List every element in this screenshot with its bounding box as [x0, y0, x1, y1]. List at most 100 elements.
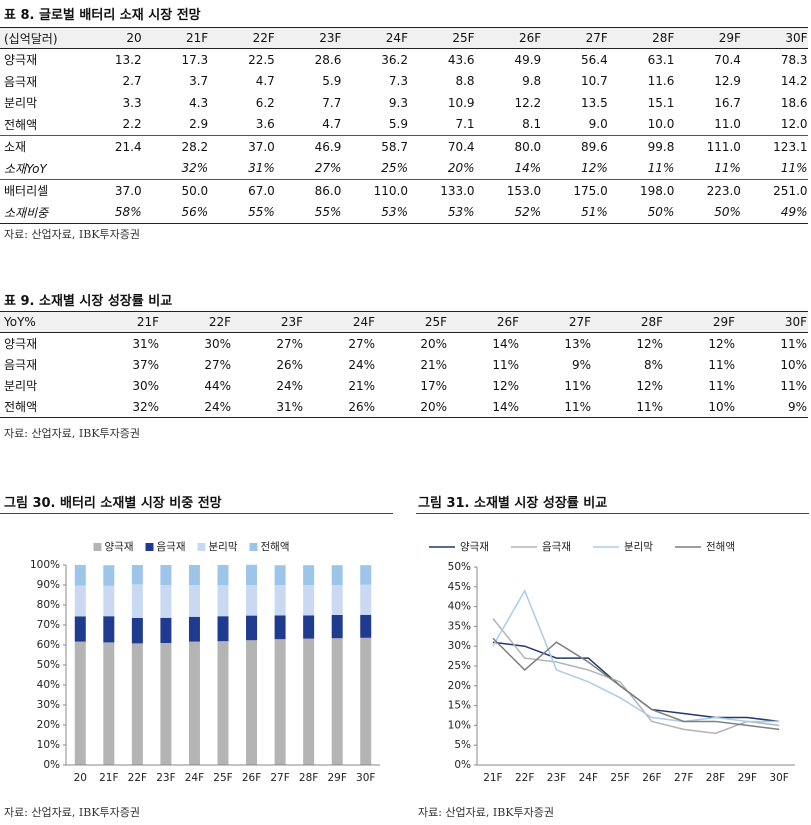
cell: 17.3: [181, 52, 209, 67]
cell: 12%: [636, 336, 663, 351]
cell: 28.2: [181, 139, 209, 154]
cell: 110.0: [373, 183, 408, 198]
header-cell: 20: [126, 31, 142, 45]
bar-segment: [74, 641, 86, 765]
x-tick-label: 29F: [327, 772, 346, 784]
cell: 12%: [581, 161, 608, 176]
x-tick-label: 30F: [769, 772, 788, 784]
y-tick-label: 40%: [448, 601, 471, 613]
y-tick-label: 20%: [37, 719, 60, 731]
cell: 14%: [492, 399, 519, 414]
x-tick-label: 21F: [483, 772, 502, 784]
cell: 37.0: [114, 183, 142, 198]
chart-title: 그림 31. 소재별 시장 성장률 비교: [418, 496, 608, 511]
cell: 3.6: [255, 117, 275, 132]
bar-segment: [160, 585, 172, 618]
x-tick-label: 28F: [299, 772, 318, 784]
cell: 50%: [647, 205, 675, 220]
bar-segment: [274, 565, 286, 586]
table-row: 전해액 32% 24% 31% 26% 20% 14% 11% 11% 10% 9%: [0, 396, 808, 417]
cell: 9%: [787, 399, 807, 414]
cell: 133.0: [440, 183, 475, 198]
cell: 223.0: [706, 183, 741, 198]
cell: 14%: [514, 161, 542, 176]
x-tick-label: 22F: [515, 772, 534, 784]
x-tick-label: 28F: [706, 772, 725, 784]
cell: 18.6: [780, 95, 808, 110]
cell: 56.4: [581, 52, 608, 67]
bar-segment: [160, 643, 172, 765]
bar-segment: [160, 565, 172, 585]
row-label: 분리막: [4, 379, 38, 393]
bar-segment: [188, 616, 200, 642]
legend-label: 음극재: [542, 541, 571, 553]
x-tick-label: 26F: [642, 772, 661, 784]
cell: 27%: [348, 336, 375, 351]
cell: 9.0: [588, 117, 608, 132]
bar-segment: [217, 641, 229, 765]
y-tick-label: 10%: [448, 719, 471, 731]
table-row: 소재YoY 32% 31% 27% 25% 20% 14% 12% 11% 11% 11%: [0, 158, 808, 180]
cell: 11%: [636, 399, 663, 414]
bar-segment: [360, 614, 372, 638]
bar-segment: [217, 616, 229, 642]
chart-title: 그림 30. 배터리 소재별 시장 비중 전망: [4, 496, 222, 511]
row-label: 소재: [4, 140, 27, 155]
x-tick-label: 20: [74, 772, 87, 784]
bar-segment: [160, 617, 172, 643]
cell: 37%: [132, 357, 159, 372]
chart: 양극재 음극재 분리막 전해액 0% 5% 10% 15% 20% 25% 30% 35% 40% 45%…: [429, 540, 795, 784]
cell: 8.1: [522, 117, 542, 132]
cell: 70.4: [714, 52, 741, 67]
line: [492, 589, 780, 723]
table-row: 전해액 2.2 2.9 3.6 4.7 5.9 7.1 8.1 9.0 10.0 11.0 12.0: [0, 114, 808, 136]
cell: 5.9: [388, 117, 408, 132]
cell: 8%: [643, 357, 663, 372]
header-cell: 30F: [784, 315, 807, 329]
cell: 3.7: [189, 74, 209, 89]
table-row: 소재 21.4 28.2 37.0 46.9 58.7 70.4 80.0 89.6 99.8 11…: [0, 135, 808, 158]
cell: 26%: [276, 357, 303, 372]
cell: 11%: [780, 336, 807, 351]
x-tick-label: 27F: [270, 772, 289, 784]
y-tick-label: 70%: [37, 619, 60, 631]
cell: 36.2: [381, 52, 408, 67]
x-tick-label: 25F: [213, 772, 232, 784]
cell: 6.2: [255, 95, 275, 110]
bar-segment: [188, 641, 200, 765]
table-row: 분리막 30% 44% 24% 21% 17% 12% 11% 12% 11% 11%: [0, 375, 808, 396]
x-tick-label: 26F: [242, 772, 261, 784]
cell: 89.6: [581, 139, 608, 154]
cell: 9.8: [522, 74, 542, 89]
bar-segment: [360, 637, 372, 765]
cell: 24%: [276, 378, 303, 393]
cell: 24%: [204, 399, 231, 414]
y-tick-label: 10%: [37, 739, 60, 751]
header-cell: 21F: [186, 31, 209, 45]
bar-segment: [303, 638, 315, 765]
bar-segment: [274, 639, 286, 765]
cell: 251.0: [773, 183, 808, 198]
cell: 10.7: [581, 74, 608, 89]
row-label: 전해액: [4, 117, 38, 132]
table-row: 분리막 3.3 4.3 6.2 7.7 9.3 10.9 12.2 13.5 15.1 16.7 18…: [0, 92, 808, 114]
table-row: 배터리셀 37.0 50.0 67.0 86.0 110.0 133.0 153.0 175.0…: [0, 179, 808, 202]
cell: 10%: [780, 357, 807, 372]
cell: 70.4: [447, 139, 475, 154]
y-tick-label: 30%: [37, 699, 60, 711]
header-cell: 27F: [568, 315, 591, 329]
bar-segment: [103, 616, 115, 643]
cell: 20%: [447, 161, 475, 176]
cell: 7.3: [388, 74, 408, 89]
y-tick-label: 40%: [37, 679, 60, 691]
cell: 51%: [581, 205, 608, 220]
cell: 31%: [132, 336, 159, 351]
cell: 26%: [348, 399, 375, 414]
cell: 50%: [714, 205, 741, 220]
table: YoY% 21F 22F 23F 24F 25F 26F 27F 28F 29F 30F 양극재 31%…: [0, 311, 808, 418]
cell: 58%: [114, 205, 142, 220]
bar-segment: [74, 565, 86, 586]
x-tick-label: 24F: [185, 772, 204, 784]
legend-label: 양극재: [105, 541, 134, 553]
